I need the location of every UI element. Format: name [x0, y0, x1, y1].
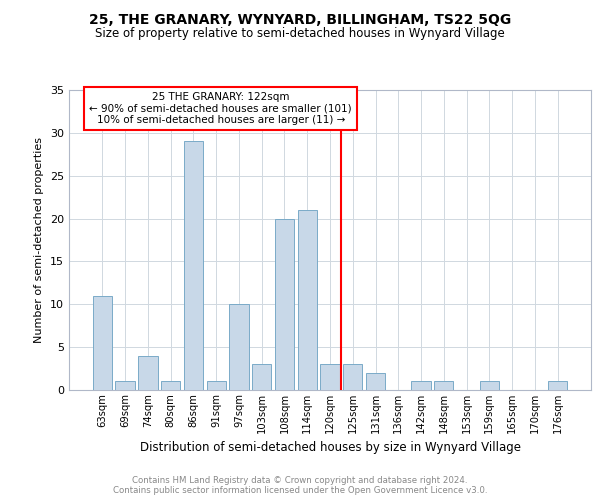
Text: 25, THE GRANARY, WYNYARD, BILLINGHAM, TS22 5QG: 25, THE GRANARY, WYNYARD, BILLINGHAM, TS…	[89, 12, 511, 26]
Bar	[412, 382, 431, 390]
Bar	[206, 382, 226, 390]
Bar	[184, 142, 203, 390]
Bar	[161, 382, 181, 390]
Bar	[366, 373, 385, 390]
Bar	[479, 382, 499, 390]
Bar	[229, 304, 248, 390]
X-axis label: Distribution of semi-detached houses by size in Wynyard Village: Distribution of semi-detached houses by …	[139, 442, 521, 454]
Text: Contains HM Land Registry data © Crown copyright and database right 2024.
Contai: Contains HM Land Registry data © Crown c…	[113, 476, 487, 495]
Bar	[93, 296, 112, 390]
Bar	[343, 364, 362, 390]
Bar	[138, 356, 158, 390]
Text: Size of property relative to semi-detached houses in Wynyard Village: Size of property relative to semi-detach…	[95, 28, 505, 40]
Bar	[252, 364, 271, 390]
Bar	[275, 218, 294, 390]
Bar	[320, 364, 340, 390]
Text: 25 THE GRANARY: 122sqm
← 90% of semi-detached houses are smaller (101)
10% of se: 25 THE GRANARY: 122sqm ← 90% of semi-det…	[89, 92, 352, 125]
Bar	[115, 382, 135, 390]
Y-axis label: Number of semi-detached properties: Number of semi-detached properties	[34, 137, 44, 343]
Bar	[548, 382, 567, 390]
Bar	[298, 210, 317, 390]
Bar	[434, 382, 454, 390]
